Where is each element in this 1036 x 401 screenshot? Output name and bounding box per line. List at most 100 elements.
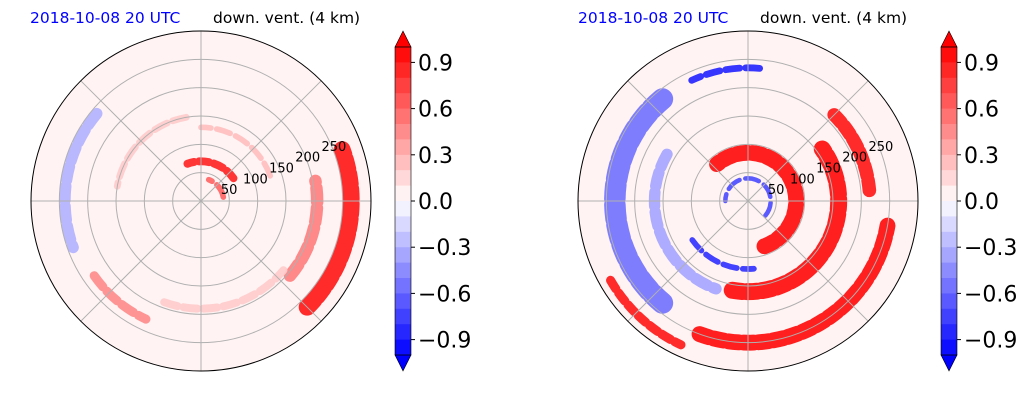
colorbar-segment — [941, 154, 957, 171]
colorbar-segment — [941, 231, 957, 248]
panel-left: 2018-10-08 20 UTC down. vent. (4 km) 50 1… — [30, 9, 471, 372]
colorbar-segment — [395, 139, 411, 156]
field-band-5 — [648, 148, 722, 295]
field-band-3 — [283, 174, 324, 282]
colorbar-segment — [395, 216, 411, 233]
colorbar-extend-top — [394, 30, 412, 48]
polar-grid — [577, 30, 919, 372]
colorbar-segment — [395, 62, 411, 79]
grid-spoke-5 — [627, 80, 749, 202]
colorbar-tick-label: 0.6 — [418, 98, 453, 123]
panel-right: 2018-10-08 20 UTC down. vent. (4 km) 50 1… — [577, 9, 1017, 372]
colorbar-segment — [395, 77, 411, 94]
colorbar-segment — [395, 278, 411, 294]
grid-spoke-7 — [200, 80, 322, 202]
field-band-1 — [205, 176, 227, 200]
colorbar-segment — [395, 185, 411, 202]
title-right: down. vent. (4 km) — [213, 9, 360, 27]
colorbar-segment — [395, 308, 411, 325]
grid-spoke-1 — [200, 200, 322, 322]
colorbar-segment — [941, 185, 957, 202]
colorbar-segment — [395, 324, 411, 341]
colorbar-segment — [395, 124, 411, 140]
field-band-9 — [606, 275, 686, 350]
radial-tick-label: 150 — [816, 161, 841, 176]
field-band-8 — [198, 124, 274, 179]
field-band-5 — [89, 271, 151, 324]
colorbar-segment — [941, 139, 957, 156]
radial-tick-label: 100 — [243, 172, 268, 187]
plot-border — [30, 30, 372, 372]
radial-tick-label: 100 — [790, 172, 815, 187]
polar-grid — [30, 30, 372, 372]
field-band-8 — [723, 176, 773, 218]
radial-tick-label: 250 — [868, 140, 893, 155]
colorbar-segment — [941, 308, 957, 325]
colorbar-segment — [941, 124, 957, 140]
radial-tick-label: 50 — [221, 183, 238, 198]
colorbar-extend-bottom — [394, 354, 412, 372]
colorbar-segment — [395, 108, 411, 125]
field-band-6 — [689, 237, 757, 272]
colorbar-segment — [941, 47, 957, 63]
colorbar-tick-label: 0.6 — [964, 98, 999, 123]
colorbar-tick-label: −0.9 — [418, 329, 471, 354]
colorbar-segment — [395, 293, 411, 310]
colorbar-segment — [941, 216, 957, 233]
colorbar-segment — [941, 339, 957, 356]
colorbar-tick-label: 0.9 — [418, 51, 453, 76]
colorbar-segment — [395, 201, 411, 217]
colorbar-extend-top — [940, 30, 958, 48]
colorbar-segment — [395, 170, 411, 187]
field-band-0 — [709, 144, 805, 255]
colorbar-tick-label: 0.0 — [418, 190, 453, 215]
colorbar-segment — [395, 93, 411, 110]
colorbar-extend-bottom — [940, 354, 958, 372]
field-band-0 — [183, 157, 238, 183]
colorbar-tick-label: 0.3 — [418, 144, 453, 169]
colorbar-segment — [941, 278, 957, 294]
colorbar-segment — [395, 47, 411, 63]
radial-tick-label: 200 — [842, 151, 867, 166]
radial-tick-label: 250 — [321, 140, 346, 155]
colorbar-tick-label: 0.0 — [964, 190, 999, 215]
colorbar-segment — [395, 231, 411, 248]
colorbar-segment — [395, 247, 411, 264]
field-band-1 — [723, 140, 848, 301]
colorbar-segment — [941, 324, 957, 341]
grid-spoke-1 — [747, 200, 869, 322]
title-left: 2018-10-08 20 UTC — [30, 9, 180, 27]
title-right: down. vent. (4 km) — [760, 9, 907, 27]
radial-tick-label: 50 — [768, 183, 785, 198]
colorbar: −0.9 −0.6 −0.3 0.0 0.3 0.6 0.9 — [394, 30, 471, 372]
grid-spoke-5 — [80, 80, 202, 202]
colorbar-tick-label: 0.3 — [964, 144, 999, 169]
grid-spoke-7 — [747, 80, 869, 202]
colorbar-tick-label: −0.3 — [418, 236, 471, 261]
colorbar-segment — [941, 77, 957, 94]
colorbar-segment — [941, 170, 957, 187]
grid-spoke-3 — [627, 200, 749, 322]
colorbar-tick-label: −0.3 — [964, 236, 1017, 261]
plot-border — [577, 30, 919, 372]
colorbar-segment — [395, 339, 411, 356]
colorbar-segment — [941, 62, 957, 79]
field-band-2 — [298, 141, 360, 316]
colorbar-segment — [941, 108, 957, 125]
colorbar-segment — [395, 154, 411, 171]
title-left: 2018-10-08 20 UTC — [578, 9, 728, 27]
colorbar-segment — [941, 93, 957, 110]
field-band-4 — [59, 107, 103, 254]
field-band-7 — [160, 266, 288, 313]
colorbar-tick-label: 0.9 — [964, 51, 999, 76]
grid-spoke-3 — [80, 200, 202, 322]
colorbar-tick-label: −0.9 — [964, 329, 1017, 354]
colorbar-segment — [941, 293, 957, 310]
colorbar-tick-label: −0.6 — [418, 282, 471, 307]
colorbar-segment — [941, 247, 957, 264]
radial-tick-label: 150 — [269, 161, 294, 176]
field-band-3 — [827, 108, 877, 198]
